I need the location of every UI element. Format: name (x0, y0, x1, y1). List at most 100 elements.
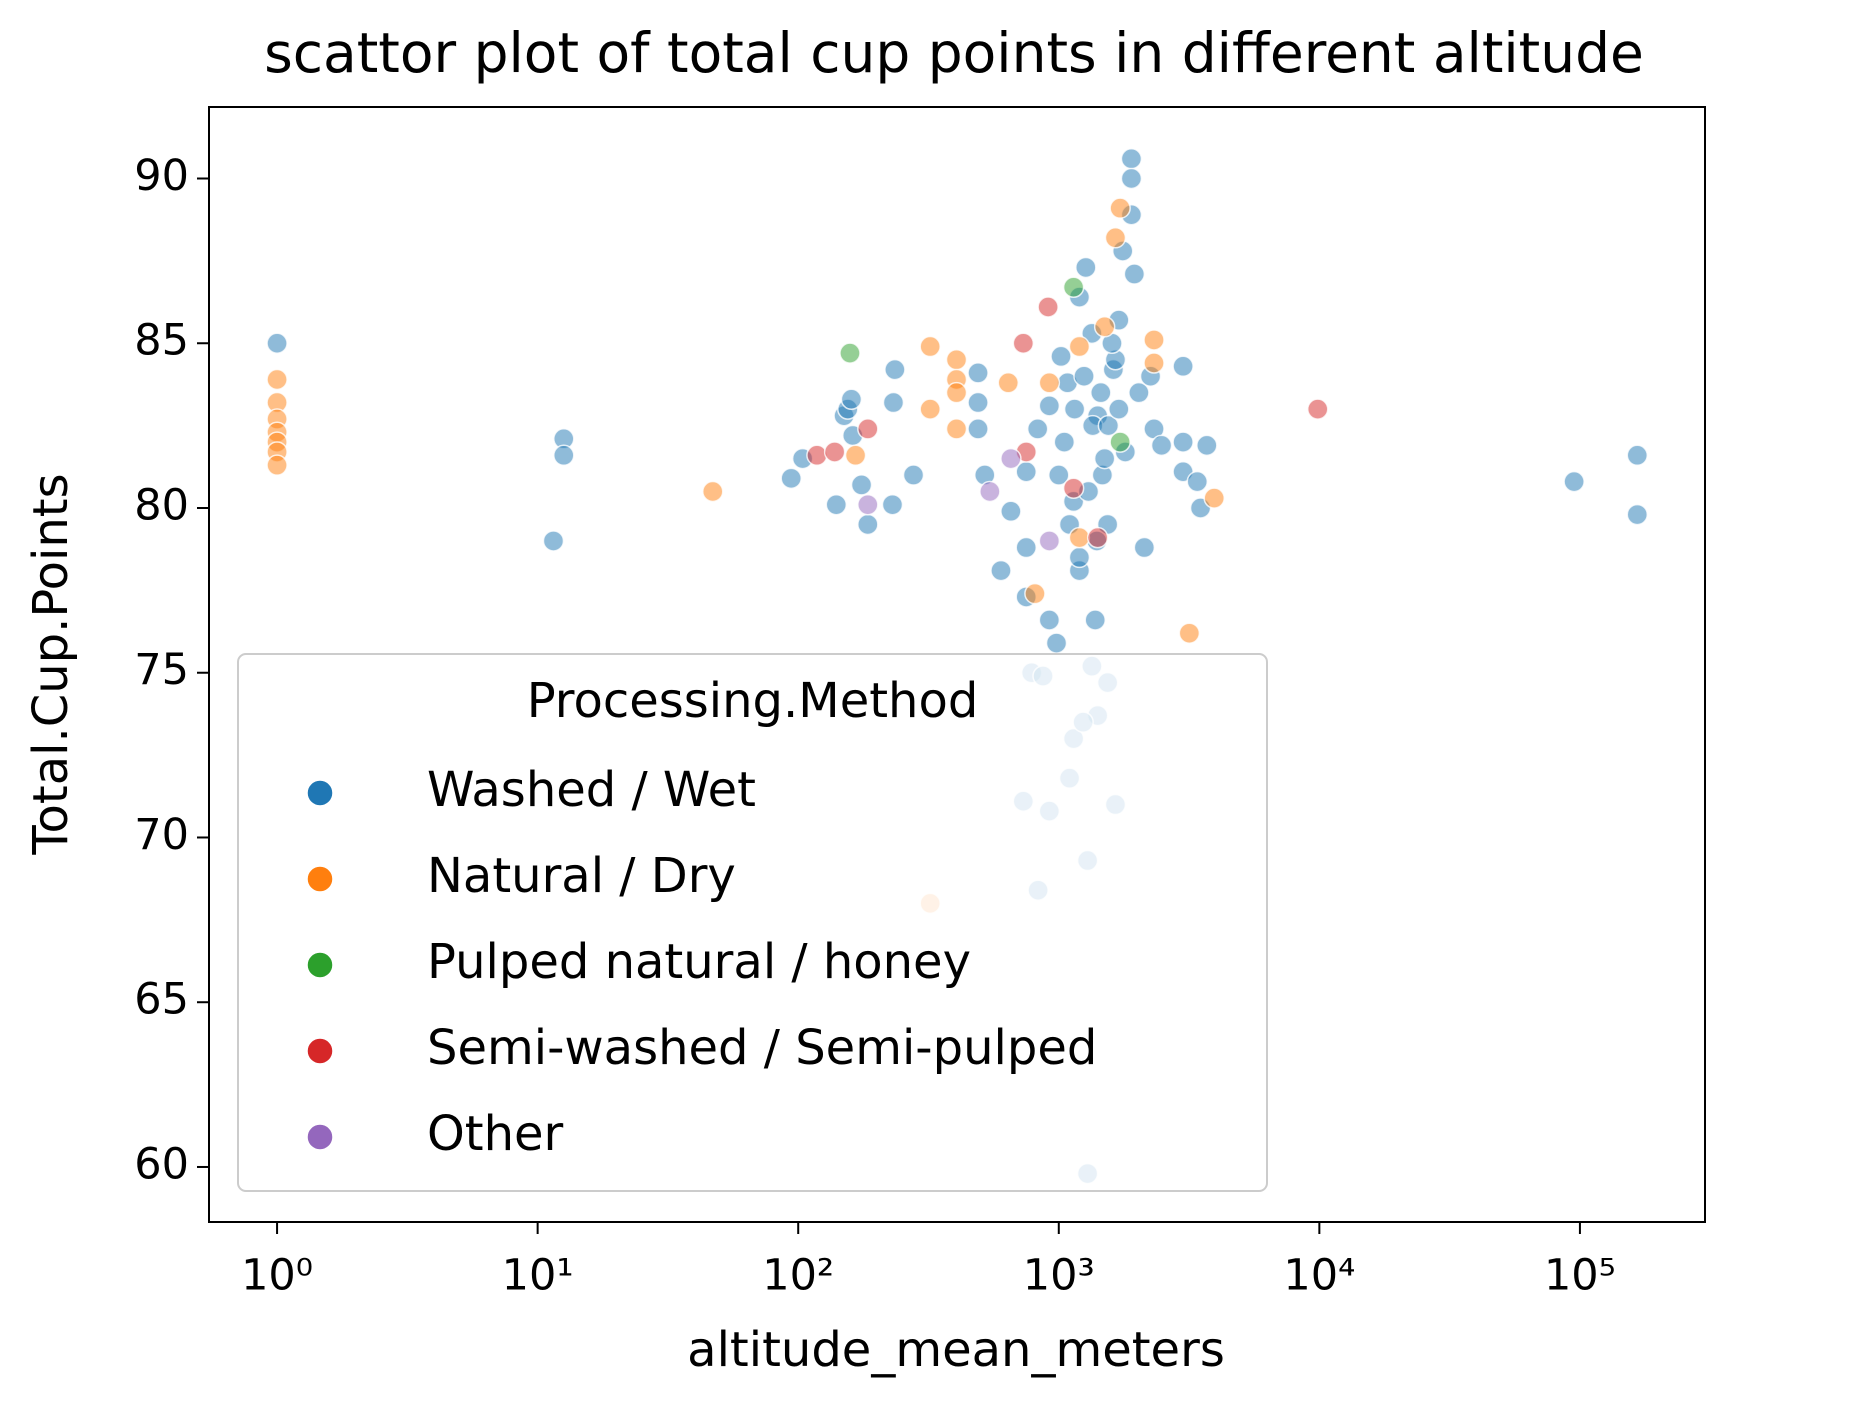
scatter-point (266, 454, 288, 476)
y-tick-label: 75 (134, 645, 189, 695)
scatter-point (902, 464, 925, 486)
plot-frame (208, 106, 1706, 1223)
x-axis-label: altitude_mean_meters (687, 1322, 1225, 1378)
scatter-point (1075, 256, 1097, 279)
scatter-point (1050, 345, 1072, 368)
scatter-point (266, 368, 288, 391)
scatter-point (1026, 418, 1049, 440)
scatter-point (967, 391, 989, 414)
scatter-point (881, 493, 904, 516)
scatter-point (1150, 434, 1173, 457)
scatter-point (806, 444, 828, 467)
scatter-point (1068, 526, 1091, 549)
scatter-point (1038, 372, 1061, 394)
scatter-point (1038, 609, 1061, 631)
scatter-point (823, 441, 846, 463)
scatter-point (884, 358, 906, 381)
scatter-point (1307, 398, 1329, 420)
scatter-point (1000, 447, 1022, 470)
legend-label: Washed / Wet (427, 762, 756, 818)
scatter-point (1073, 365, 1095, 387)
scatter-point (780, 467, 802, 490)
scatter-point (1038, 530, 1061, 552)
x-tick-label: 10⁵ (1544, 1251, 1616, 1301)
legend-label: Pulped natural / honey (427, 934, 971, 990)
y-tick-label: 70 (134, 810, 189, 860)
x-tick-label: 10⁰ (241, 1251, 313, 1301)
scatter-point (1000, 500, 1022, 523)
scatter-point (1172, 431, 1194, 453)
scatter-point (844, 444, 867, 467)
legend-marker (306, 865, 334, 893)
scatter-point (1038, 395, 1061, 417)
scatter-point (1012, 332, 1035, 354)
legend-box (237, 653, 1268, 1192)
scatter-point (857, 418, 879, 440)
scatter-point (919, 398, 941, 420)
x-tick-label: 10³ (1023, 1251, 1095, 1301)
scatter-point (840, 388, 863, 411)
scatter-point (1143, 329, 1165, 351)
scatter-point (1097, 414, 1120, 437)
scatter-point (967, 362, 989, 384)
scatter-point (1063, 398, 1086, 420)
scatter-point (1626, 503, 1649, 526)
scatter-point (1045, 632, 1068, 654)
scatter-point (1172, 355, 1194, 378)
y-tick-label: 60 (134, 1139, 189, 1189)
legend-label: Other (427, 1106, 564, 1162)
scatter-point (1048, 464, 1070, 486)
scatter-point (1086, 526, 1109, 549)
legend-title: Processing.Method (527, 673, 979, 729)
scatter-point (1626, 444, 1649, 467)
chart-title: scattor plot of total cup points in diff… (264, 21, 1644, 85)
legend-marker (306, 1123, 334, 1151)
legend-marker (306, 779, 334, 807)
scatter-point (857, 513, 879, 536)
legend-label: Natural / Dry (427, 848, 736, 904)
scatter-point (919, 335, 941, 358)
legend-label: Semi-washed / Semi-pulped (427, 1020, 1097, 1076)
scatter-point (1133, 536, 1156, 559)
scatter-point (542, 530, 565, 552)
scatter-point (1104, 227, 1127, 249)
scatter-point (945, 348, 968, 371)
scatter-point (1093, 447, 1116, 470)
scatter-point (1143, 352, 1165, 374)
scatter-point (1123, 263, 1146, 285)
scatter-point (1120, 147, 1143, 170)
scatter-point (1109, 431, 1131, 453)
scatter-point (1024, 582, 1046, 605)
x-tick-label: 10² (762, 1251, 834, 1301)
scatter-point (1203, 487, 1225, 509)
scatter-point (1196, 434, 1218, 457)
scatter-point (850, 474, 873, 496)
x-tick-label: 10⁴ (1283, 1251, 1355, 1301)
scatter-point (857, 493, 879, 516)
scatter-point (1563, 470, 1585, 493)
scatter-point (997, 372, 1020, 394)
y-tick-label: 80 (134, 480, 189, 530)
scatter-point (1068, 546, 1091, 569)
scatter-point (1090, 381, 1112, 404)
scatter-point (1093, 316, 1116, 338)
scatter-point (979, 480, 1001, 503)
scatter-point (1068, 335, 1091, 358)
scatter-point (1178, 622, 1201, 644)
scatter-point (1109, 197, 1131, 219)
scatter-point (990, 559, 1012, 582)
scatter-point (1062, 477, 1085, 499)
scatter-point (945, 418, 968, 440)
scatter-point (1015, 536, 1037, 559)
scatter-point (1062, 276, 1085, 298)
scatter-point (1053, 431, 1076, 453)
y-axis-label: Total.Cup.Points (23, 473, 79, 855)
scatter-point (1108, 398, 1130, 420)
scatter-point (1084, 609, 1106, 631)
scatter-point (1120, 167, 1143, 190)
x-tick-label: 10¹ (502, 1251, 574, 1301)
scatter-point (967, 418, 989, 440)
legend-marker (306, 951, 334, 979)
legend-marker (306, 1037, 334, 1065)
